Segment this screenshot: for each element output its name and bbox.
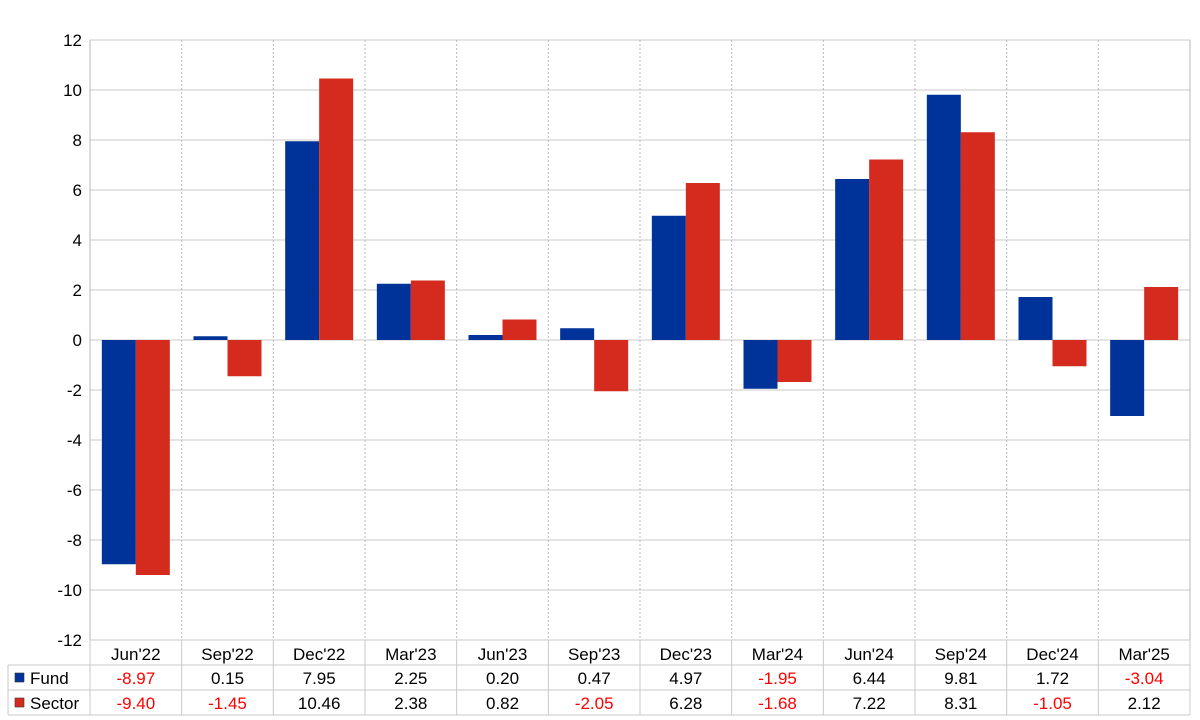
- x-tick-label: Mar'23: [385, 645, 436, 664]
- data-label-sector: 10.46: [298, 694, 341, 713]
- data-label-sector: 0.82: [486, 694, 519, 713]
- data-label-fund: -1.95: [758, 669, 797, 688]
- x-tick-label: Mar'24: [752, 645, 803, 664]
- y-tick-label: 6: [73, 181, 82, 200]
- bar-sector: [135, 340, 170, 575]
- y-tick-label: 12: [63, 31, 82, 50]
- x-tick-label: Sep'22: [201, 645, 253, 664]
- data-label-sector: -1.68: [758, 694, 797, 713]
- bar-fund: [1110, 340, 1145, 416]
- data-label-fund: 4.97: [669, 669, 702, 688]
- x-tick-label: Dec'22: [293, 645, 345, 664]
- data-label-sector: -1.05: [1033, 694, 1072, 713]
- bar-fund: [1018, 297, 1053, 340]
- y-tick-label: 0: [73, 331, 82, 350]
- y-tick-label: 10: [63, 81, 82, 100]
- bar-sector: [1052, 340, 1087, 367]
- bar-fund: [743, 340, 778, 389]
- y-tick-label: 2: [73, 281, 82, 300]
- data-label-fund: 0.15: [211, 669, 244, 688]
- y-tick-label: -10: [57, 581, 82, 600]
- data-label-sector: 2.12: [1128, 694, 1161, 713]
- data-label-fund: 2.25: [394, 669, 427, 688]
- data-label-sector: -2.05: [575, 694, 614, 713]
- bar-sector: [1144, 287, 1179, 340]
- data-label-sector: -9.40: [116, 694, 155, 713]
- data-label-fund: 1.72: [1036, 669, 1069, 688]
- bar-fund: [468, 335, 503, 340]
- y-tick-label: 8: [73, 131, 82, 150]
- x-tick-label: Sep'24: [935, 645, 987, 664]
- data-label-fund: 9.81: [944, 669, 977, 688]
- bar-sector: [777, 340, 812, 382]
- bar-fund: [193, 336, 228, 340]
- data-label-fund: 0.47: [578, 669, 611, 688]
- y-tick-label: -6: [67, 481, 82, 500]
- bar-sector: [594, 340, 629, 392]
- bar-fund: [835, 179, 870, 340]
- bar-sector: [227, 340, 262, 377]
- x-tick-label: Mar'25: [1118, 645, 1169, 664]
- bar-sector: [869, 159, 904, 340]
- data-label-fund: 7.95: [303, 669, 336, 688]
- y-tick-label: -4: [67, 431, 82, 450]
- data-label-sector: 8.31: [944, 694, 977, 713]
- y-tick-label: -2: [67, 381, 82, 400]
- x-tick-label: Sep'23: [568, 645, 620, 664]
- legend-swatch-fund: [14, 672, 25, 683]
- bar-fund: [101, 340, 136, 565]
- x-tick-label: Jun'22: [111, 645, 161, 664]
- y-tick-label: -12: [57, 631, 82, 650]
- x-tick-label: Jun'23: [478, 645, 528, 664]
- bar-sector: [685, 183, 720, 340]
- data-label-fund: -3.04: [1125, 669, 1164, 688]
- bar-sector: [960, 132, 995, 340]
- bar-fund: [376, 283, 411, 340]
- data-label-fund: 6.44: [853, 669, 886, 688]
- x-tick-label: Dec'24: [1026, 645, 1078, 664]
- data-label-sector: -1.45: [208, 694, 247, 713]
- data-label-fund: 0.20: [486, 669, 519, 688]
- legend-swatch-sector: [14, 697, 25, 708]
- bar-fund: [285, 141, 320, 340]
- bar-sector: [410, 280, 445, 340]
- x-tick-label: Dec'23: [660, 645, 712, 664]
- bar-sector: [319, 78, 354, 340]
- data-label-sector: 2.38: [394, 694, 427, 713]
- data-label-sector: 6.28: [669, 694, 702, 713]
- data-label-fund: -8.97: [116, 669, 155, 688]
- legend-label-sector: Sector: [30, 694, 79, 713]
- bar-fund: [651, 215, 686, 340]
- y-tick-label: 4: [73, 231, 82, 250]
- bar-fund: [926, 94, 961, 340]
- bar-sector: [502, 319, 537, 340]
- data-label-sector: 7.22: [853, 694, 886, 713]
- bar-fund: [560, 328, 595, 340]
- legend-label-fund: Fund: [30, 669, 69, 688]
- x-tick-label: Jun'24: [844, 645, 894, 664]
- y-tick-label: -8: [67, 531, 82, 550]
